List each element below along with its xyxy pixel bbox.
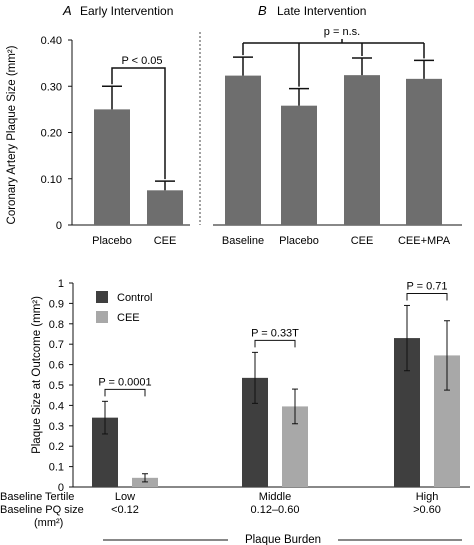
panel-b-title: Late Intervention [277,4,366,18]
bottom-y-tick-label: 0.3 [49,421,64,433]
significance-label: P = 0.33T [251,327,299,339]
group-tertile-label: High [416,491,439,503]
panel-a-category-label: CEE [154,235,177,247]
group-pq-label: 0.12–0.60 [251,504,300,516]
bottom-y-tick-label: 0.5 [49,380,64,392]
legend-label-control: Control [117,292,152,304]
bottom-y-tick-label: 0.2 [49,441,64,453]
group-tertile-label: Low [115,491,135,503]
bottom-y-ticks: 0 0.1 0.2 0.3 0.4 0.5 0.6 0.7 0.8 0.9 1 [49,278,73,494]
panel-b-letter: B [258,3,267,18]
panel-b-bar [225,75,261,225]
row-label-unit: (mm²) [34,517,63,529]
panel-a-title: Early Intervention [80,4,173,18]
panel-b-bracket [242,39,425,87]
significance-bracket [104,388,146,397]
panel-b-bar [406,78,442,225]
top-y-tick-label: 0.30 [41,81,62,93]
top-y-axis-label: Coronary Artery Plaque Size (mm²) [6,45,18,224]
panel-a-letter: A [62,3,72,18]
panel-b-bar [344,75,380,226]
bottom-chart: Plaque Size at Outcome (mm²) 00.10.20.30… [0,278,470,545]
panel-a-bars: Placebo CEE [92,67,183,247]
bottom-y-tick-label: 1 [58,278,64,290]
panel-a-bar [147,190,183,225]
bottom-y-tick-label: 0.9 [49,298,64,310]
panel-a-category-label: Placebo [92,235,132,247]
bottom-y-tick-label: 0 [58,482,64,494]
panel-b-category-label: CEE+MPA [398,235,451,247]
bar-cee [132,477,158,487]
bottom-significance: P = 0.0001 P = 0.33T P = 0.71 [98,280,448,397]
top-y-tick-label: 0.20 [41,128,62,140]
panel-b: B Late Intervention Baseline Placebo CEE CE… [213,3,462,247]
top-y-tick-label: 0.10 [41,174,62,186]
significance-bracket [254,339,296,348]
bottom-y-tick-label: 0.8 [49,319,64,331]
group-tertile-label: Middle [259,491,291,503]
bottom-y-tick-label: 0.4 [49,400,64,412]
panel-a-bar [94,109,130,225]
top-y-tick-label: 0.40 [41,35,62,47]
significance-label: P = 0.71 [406,280,447,292]
group-pq-label: <0.12 [111,504,139,516]
panel-a-bracket [111,67,166,180]
significance-bracket [406,292,448,301]
group-pq-label: >0.60 [413,504,441,516]
panel-b-category-label: Baseline [222,235,264,247]
panel-b-bar [281,105,317,225]
row-label-pq-size: Baseline PQ size [0,504,84,516]
panel-b-category-label: CEE [351,235,374,247]
significance-label: P = 0.0001 [98,376,151,388]
bottom-y-tick-label: 0.1 [49,462,64,474]
row-label-tertile: Baseline Tertile [0,491,74,503]
bottom-bars [92,304,460,487]
bottom-y-tick-label: 0.7 [49,339,64,351]
bottom-y-tick-label: 0.6 [49,360,64,372]
legend-label-cee: CEE [117,312,140,324]
legend: Control CEE [96,291,152,324]
panel-a-significance: P < 0.05 [121,55,162,67]
top-y-tick-label: 0 [56,220,62,232]
panel-b-significance: p = n.s. [324,26,360,38]
legend-swatch-control [96,291,108,303]
top-y-ticks: 0 0.10 0.20 0.30 0.40 [41,35,72,232]
bottom-x-axis-label: Plaque Burden [245,534,321,545]
panel-b-bars: Baseline Placebo CEE CEE+MPA [222,39,451,247]
panel-b-category-label: Placebo [279,235,319,247]
panel-a: A Early Intervention Coronary Artery Pla… [6,3,190,247]
bottom-y-axis-label: Plaque Size at Outcome (mm²) [31,296,43,454]
legend-swatch-cee [96,311,108,323]
